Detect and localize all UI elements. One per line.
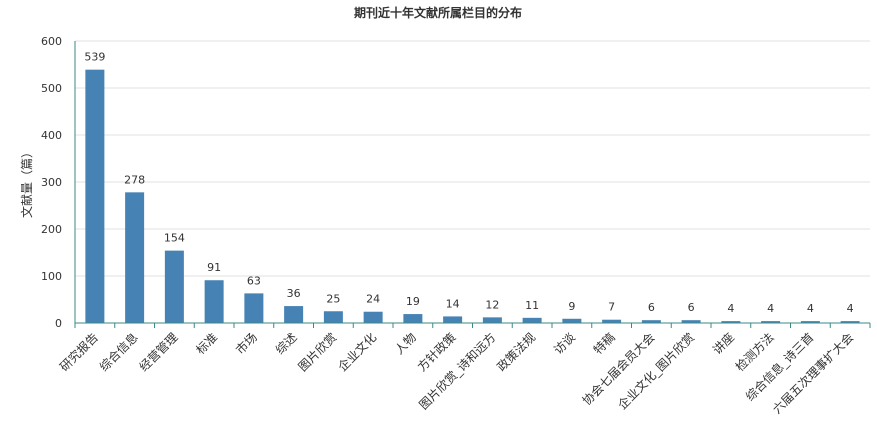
x-tick-label: 经营管理 — [136, 330, 181, 375]
y-axis-label: 文献量（篇） — [19, 146, 34, 218]
data-label: 4 — [847, 302, 854, 315]
bar — [681, 320, 701, 323]
x-tick-label: 企业文化_图片欣赏 — [615, 330, 698, 413]
bar — [363, 311, 383, 323]
bar — [244, 293, 264, 323]
bar — [204, 280, 224, 323]
data-label: 19 — [406, 295, 420, 308]
data-label: 11 — [525, 299, 539, 312]
x-tick-label: 讲座 — [709, 330, 737, 358]
data-label: 6 — [648, 301, 655, 314]
bar — [641, 320, 661, 323]
y-tick-label: 100 — [41, 270, 62, 283]
x-tick-label: 协会七届会员大会 — [579, 330, 657, 408]
y-axis-ticks: 0 100 200 300 400 500 600 — [41, 35, 62, 330]
data-label: 14 — [446, 297, 460, 310]
data-label: 24 — [366, 293, 380, 306]
y-tick-label: 600 — [41, 35, 62, 48]
y-tick-label: 500 — [41, 82, 62, 95]
data-label: 6 — [688, 301, 695, 314]
chart-title: 期刊近十年文献所属栏目的分布 — [354, 5, 522, 20]
data-label: 7 — [608, 301, 615, 314]
x-tick-label: 综合信息 — [96, 330, 141, 375]
bar — [721, 321, 741, 323]
bar — [323, 311, 343, 323]
data-label: 12 — [485, 298, 499, 311]
data-label: 154 — [164, 232, 185, 245]
x-tick-label: 综述 — [273, 330, 300, 357]
y-tick-label: 0 — [55, 317, 62, 330]
data-label: 9 — [568, 300, 575, 313]
data-label: 4 — [767, 302, 774, 315]
bar — [562, 318, 582, 323]
bar — [522, 317, 542, 323]
data-label: 4 — [727, 302, 734, 315]
data-label: 63 — [247, 274, 261, 287]
gridlines — [75, 40, 870, 277]
bars — [85, 69, 860, 323]
y-tick-label: 200 — [41, 223, 62, 236]
x-tick-label: 综合信息_诗三首 — [742, 330, 816, 404]
x-tick-label: 政策法规 — [494, 330, 539, 375]
bar — [443, 316, 463, 323]
bar — [800, 321, 820, 323]
data-label: 36 — [287, 287, 301, 300]
y-tick-label: 400 — [41, 129, 62, 142]
x-tick-label: 特稿 — [590, 330, 618, 358]
x-tick-label: 图片欣赏 — [296, 330, 340, 374]
bar — [125, 192, 145, 323]
x-tick-label: 市场 — [232, 330, 260, 358]
bar — [164, 250, 184, 323]
x-tick-label: 人物 — [392, 330, 419, 357]
x-tick-label: 图片欣赏_诗和远方 — [416, 330, 499, 413]
data-label: 539 — [84, 51, 105, 64]
data-label: 4 — [807, 302, 814, 315]
x-tick-label: 企业文化 — [335, 330, 380, 375]
data-label: 25 — [326, 292, 340, 305]
bar — [840, 321, 860, 323]
bar — [284, 306, 304, 323]
x-tick-label: 研究报告 — [56, 330, 101, 375]
y-tick-label: 300 — [41, 176, 62, 189]
bar — [482, 317, 502, 323]
data-label: 91 — [207, 261, 221, 274]
x-tick-label: 标准 — [193, 330, 220, 357]
bar — [403, 314, 423, 323]
bar — [602, 319, 622, 323]
bar — [761, 321, 781, 323]
bar — [85, 69, 105, 323]
x-tick-label: 访谈 — [551, 330, 578, 357]
data-labels: 539 278 154 91 63 36 25 24 19 14 12 11 9 7 6 6 4 4 4 4 — [84, 51, 853, 315]
data-label: 278 — [124, 173, 145, 186]
